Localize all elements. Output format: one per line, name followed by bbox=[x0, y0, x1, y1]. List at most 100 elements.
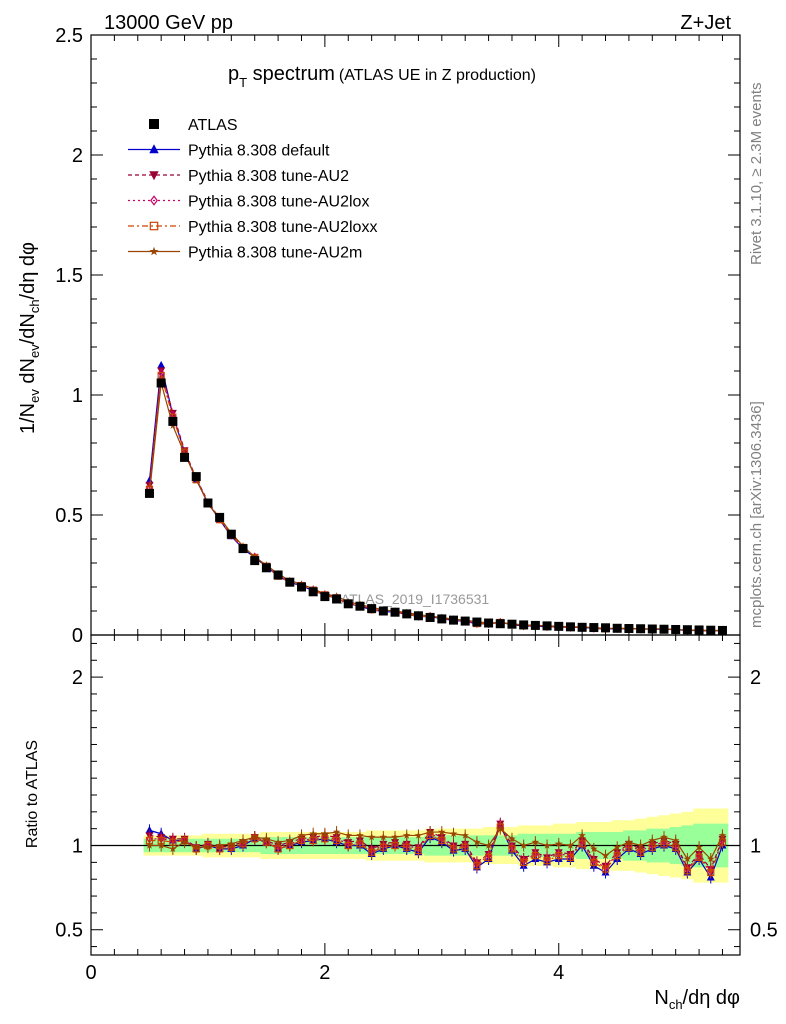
ratio-y-axis-label: Ratio to ATLAS bbox=[24, 740, 41, 848]
atlas-data-point bbox=[402, 609, 412, 619]
atlas-data-point bbox=[156, 378, 166, 388]
ratio-tick-label-right: 0.5 bbox=[750, 920, 778, 942]
ratio-5-point bbox=[496, 824, 505, 832]
ratio-5-point bbox=[391, 833, 399, 841]
atlas-data-point bbox=[437, 614, 447, 624]
ylabel-c: dN bbox=[17, 358, 39, 389]
ylabel-g: /dη dφ bbox=[17, 242, 39, 299]
header-energy: 13000 GeV pp bbox=[104, 12, 233, 34]
ratio-4-point bbox=[403, 843, 411, 851]
y-tick-label: 1 bbox=[72, 385, 83, 407]
ratio-5-point bbox=[426, 828, 434, 836]
ratio-4-point bbox=[414, 846, 423, 855]
atlas-data-point bbox=[530, 620, 540, 630]
ratio-5-point bbox=[660, 833, 668, 841]
ratio-5-point bbox=[566, 841, 575, 849]
watermark-layer: ATLAS_2019_I1736531 bbox=[341, 591, 490, 607]
ratio-5-point bbox=[180, 838, 189, 846]
ratio-4-point bbox=[461, 843, 469, 851]
ratio-5-point bbox=[297, 831, 306, 839]
atlas-data-point bbox=[612, 623, 622, 633]
atlas-data-point bbox=[320, 592, 330, 602]
ratio-5-point bbox=[718, 831, 727, 839]
ratio-tick-label-right: 2 bbox=[750, 667, 761, 689]
ratio-5-point bbox=[239, 836, 247, 844]
title-rest: spectrum bbox=[247, 63, 335, 85]
ylabel-d: ev bbox=[27, 344, 42, 358]
atlas-data-point bbox=[332, 594, 342, 604]
atlas-data-point bbox=[495, 619, 505, 629]
ratio-4-point bbox=[449, 845, 458, 853]
ratio-tick-label-right: 1 bbox=[750, 836, 761, 858]
y-tick-label: 1.5 bbox=[55, 265, 83, 287]
main-series-layer bbox=[144, 360, 727, 636]
ratio-5-point bbox=[601, 851, 610, 859]
ratio-5-point bbox=[590, 844, 598, 853]
atlas-data-point bbox=[425, 612, 435, 622]
y-tick-label: 0.5 bbox=[55, 505, 83, 527]
atlas-data-point bbox=[296, 582, 306, 592]
atlas-data-point bbox=[589, 623, 599, 633]
ratio-4-point bbox=[683, 867, 691, 875]
ratio-5-point bbox=[449, 829, 458, 837]
atlas-data-point bbox=[285, 577, 295, 587]
atlas-data-point bbox=[168, 416, 178, 426]
ratio-4-point bbox=[379, 843, 387, 851]
y-tick-label: 2 bbox=[72, 145, 83, 167]
ratio-4-point bbox=[590, 858, 598, 866]
side-rivet-text: Rivet 3.1.10, ≥ 2.3M events bbox=[748, 83, 765, 266]
ratio-tick-label-left: 0.5 bbox=[55, 920, 83, 942]
series-4-point bbox=[157, 371, 165, 380]
atlas-data-point bbox=[659, 624, 669, 634]
atlas-data-point bbox=[203, 498, 213, 508]
ratio-4-point bbox=[707, 868, 715, 877]
ratio-5-point bbox=[169, 844, 177, 853]
atlas-data-point bbox=[144, 488, 154, 498]
ratio-5-point bbox=[636, 841, 645, 849]
ratio-5-point bbox=[438, 828, 446, 836]
ratio-5-point bbox=[356, 831, 364, 839]
ratio-series-layer bbox=[145, 817, 727, 884]
y-axis-label: 1/Nev dNev/dNch/dη dφ bbox=[17, 242, 42, 434]
ratio-5-point bbox=[309, 829, 317, 837]
atlas-data-point bbox=[355, 601, 365, 611]
legend-marker-4 bbox=[149, 221, 159, 231]
atlas-data-point bbox=[472, 617, 482, 627]
ratio-5-point bbox=[321, 829, 329, 837]
x-axis-label: Nch/dη dφ bbox=[654, 987, 740, 1012]
ratio-5-point bbox=[204, 843, 212, 851]
atlas-data-point bbox=[706, 625, 716, 635]
ratio-tick-label-left: 2 bbox=[72, 667, 83, 689]
ylabel-a: 1/N bbox=[17, 403, 39, 434]
ylabel-e: /dN bbox=[17, 313, 39, 344]
y-tick-label: 2.5 bbox=[55, 25, 83, 47]
atlas-data-point bbox=[261, 563, 271, 573]
atlas-data-point bbox=[226, 529, 236, 539]
atlas-data-point bbox=[390, 607, 400, 617]
ratio-5-point bbox=[473, 838, 481, 846]
ratio-4-point bbox=[344, 841, 352, 850]
ratio-5-point bbox=[519, 841, 528, 849]
ratio-5-point bbox=[286, 836, 294, 844]
series-2-point bbox=[157, 367, 166, 375]
ratio-5-point bbox=[671, 836, 680, 844]
atlas-data-point bbox=[180, 452, 190, 462]
ratio-4-point bbox=[543, 857, 551, 865]
ratio-4-point bbox=[695, 853, 703, 861]
ratio-5-point bbox=[157, 841, 165, 849]
atlas-data-point bbox=[565, 622, 575, 632]
ratio-5-point bbox=[625, 838, 633, 846]
legend-marker-0 bbox=[149, 119, 159, 129]
ylabel-b: ev bbox=[27, 389, 42, 403]
series-1-point bbox=[145, 476, 154, 484]
ratio-5-point bbox=[262, 834, 271, 842]
legend-marker-1 bbox=[149, 144, 159, 154]
ratio-4-point bbox=[484, 853, 493, 861]
ratio-5-point bbox=[578, 831, 586, 839]
axes-ticks: 00.511.522.50 2 40.5 0.51 12 2 bbox=[55, 25, 778, 984]
ratio-5-point bbox=[379, 833, 388, 841]
ylabel-f: ch bbox=[27, 299, 42, 313]
atlas-data-point bbox=[238, 544, 248, 554]
ratio-5-point bbox=[414, 831, 423, 839]
ratio-5-point bbox=[274, 838, 282, 846]
